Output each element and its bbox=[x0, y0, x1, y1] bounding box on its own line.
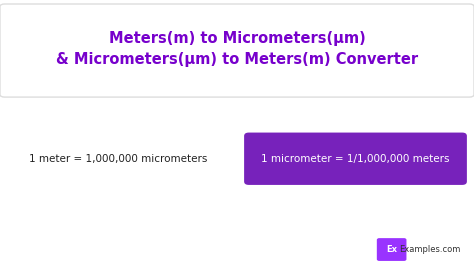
Text: 1 meter = 1,000,000 micrometers: 1 meter = 1,000,000 micrometers bbox=[29, 154, 208, 164]
Text: Formula:: Formula: bbox=[93, 202, 144, 212]
FancyBboxPatch shape bbox=[244, 132, 467, 185]
Text: m to μm: m to μm bbox=[66, 110, 171, 130]
Text: μm to m: μm to m bbox=[303, 110, 408, 130]
FancyBboxPatch shape bbox=[7, 132, 230, 185]
Text: 1 micrometer = 1/1,000,000 meters: 1 micrometer = 1/1,000,000 meters bbox=[261, 154, 450, 164]
Text: Meters = Micrometers/1,000,000: Meters = Micrometers/1,000,000 bbox=[259, 228, 452, 238]
Text: Micrometers = Meters×1,000,000: Micrometers = Meters×1,000,000 bbox=[19, 228, 218, 238]
Text: Formula:: Formula: bbox=[330, 202, 381, 212]
Text: Examples.com: Examples.com bbox=[400, 245, 461, 254]
Text: Ex: Ex bbox=[386, 245, 397, 254]
Text: Meters(m) to Micrometers(μm)
& Micrometers(μm) to Meters(m) Converter: Meters(m) to Micrometers(μm) & Micromete… bbox=[56, 31, 418, 67]
FancyBboxPatch shape bbox=[377, 238, 406, 261]
